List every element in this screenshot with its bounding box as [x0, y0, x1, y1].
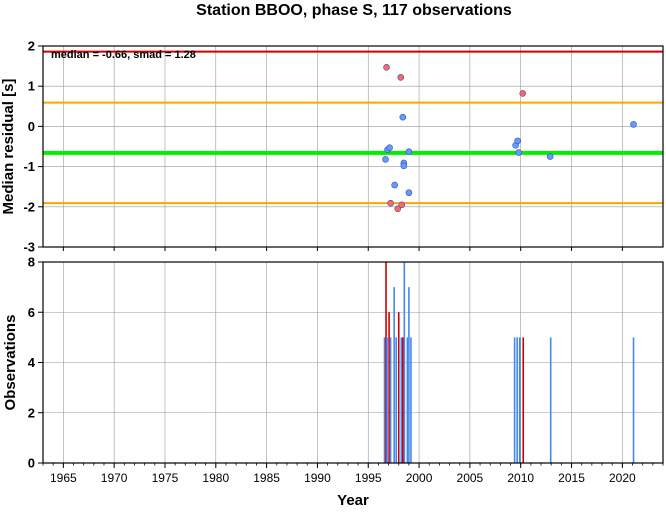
- y-tick-label: 0: [28, 456, 35, 471]
- residual-panel: -3 -2 -1 0 1 2 median = -0.66, smad = 1.28 Me…: [0, 39, 664, 255]
- reference-lines: [43, 50, 663, 205]
- residual-point: [399, 113, 407, 121]
- y-tick-label: 6: [28, 305, 35, 320]
- residual-point: [397, 74, 405, 81]
- residual-point: [515, 149, 522, 156]
- observations-y-axis-label: Observations: [2, 315, 19, 411]
- x-tick-label: 1990: [304, 471, 331, 485]
- y-tick-label: 1: [28, 79, 35, 94]
- residual-point: [394, 205, 402, 213]
- residual-point: [383, 64, 390, 71]
- residual-y-ticks: -3 -2 -1 0 1 2: [23, 39, 623, 255]
- residual-point: [405, 189, 413, 197]
- y-tick-label: -3: [23, 240, 35, 255]
- stats-annotation: median = -0.66, smad = 1.28: [51, 49, 196, 61]
- residual-y-axis-label: Median residual [s]: [0, 79, 17, 215]
- residual-frame: [42, 45, 664, 248]
- residual-point: [519, 90, 527, 97]
- observations-panel: 0 2 4 6 8 1965 1970 1975 1980 1985 1990 1995 2000 20…: [2, 255, 664, 509]
- x-tick-label: 1985: [253, 471, 280, 485]
- x-tick-label: 2000: [406, 471, 433, 485]
- x-tick-label: 2010: [507, 471, 534, 485]
- year-x-axis-label: Year: [337, 492, 369, 509]
- residual-point: [546, 153, 554, 160]
- chart-title: Station BBOO, phase S, 117 observations: [196, 2, 512, 19]
- residual-point: [382, 156, 389, 163]
- y-tick-label: 2: [28, 405, 35, 420]
- y-tick-label: 2: [28, 39, 35, 54]
- residual-point: [387, 199, 394, 207]
- y-tick-label: 4: [28, 355, 36, 370]
- year-x-ticks: 1965 1970 1975 1980 1985 1990 1995 2000 2005 2010…: [42, 463, 664, 485]
- residual-point: [398, 201, 406, 209]
- y-tick-label: -1: [23, 159, 35, 174]
- x-tick-label: 1980: [202, 471, 229, 485]
- y-tick-label: -2: [23, 199, 35, 214]
- residual-point: [386, 144, 393, 152]
- x-tick-label: 2005: [457, 471, 484, 485]
- y-tick-label: 8: [28, 255, 35, 270]
- y-tick-label: 0: [28, 119, 35, 134]
- x-tick-label: 2020: [609, 471, 636, 485]
- residual-point: [630, 121, 637, 128]
- observations-y-ticks: 0 2 4 6 8: [28, 255, 43, 471]
- residual-point: [391, 181, 398, 189]
- x-tick-label: 1995: [355, 471, 382, 485]
- x-tick-label: 2015: [558, 471, 585, 485]
- x-tick-label: 1970: [101, 471, 128, 485]
- observation-bars: [383, 262, 635, 463]
- residual-point: [514, 137, 521, 145]
- x-tick-label: 1975: [152, 471, 179, 485]
- x-tick-label: 1965: [50, 471, 77, 485]
- residual-points: [382, 64, 637, 213]
- residual-point: [405, 148, 413, 156]
- residual-point: [400, 162, 408, 170]
